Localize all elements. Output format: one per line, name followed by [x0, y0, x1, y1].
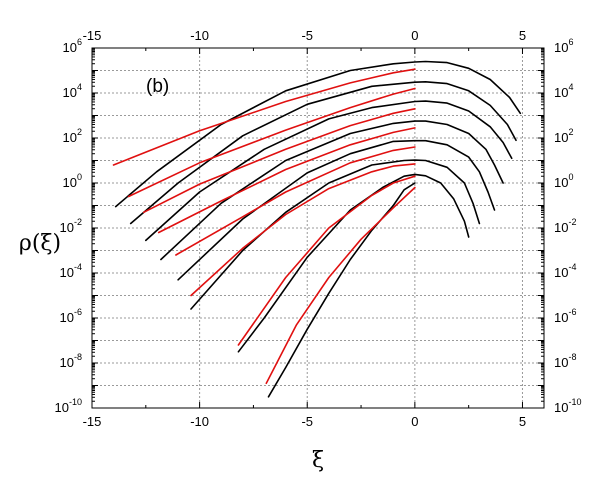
y-tick-label-left: 10-6	[60, 307, 82, 325]
x-tick-label-top: -15	[83, 28, 102, 43]
x-tick-label-top: -5	[301, 28, 313, 43]
x-tick-label: 0	[411, 414, 418, 429]
x-tick-label: -15	[83, 414, 102, 429]
y-tick-label-right: 10-10	[554, 397, 581, 415]
data-curve-0	[114, 60, 522, 208]
series-group	[112, 60, 522, 398]
y-tick-label-left: 10-4	[60, 262, 82, 280]
fit-curve-9	[175, 146, 416, 256]
y-tick-label-left: 106	[63, 37, 82, 55]
fit-curve-3	[127, 87, 416, 198]
x-tick-label: -10	[190, 414, 209, 429]
y-tick-label-right: 10-8	[554, 352, 576, 370]
y-tick-label-right: 10-2	[554, 217, 576, 235]
y-tick-label-left: 10-8	[60, 352, 82, 370]
data-curve-10	[190, 159, 481, 310]
data-curve-6	[160, 120, 504, 261]
y-axis-label: ρ(ξ)	[19, 231, 61, 256]
tick-labels: -15 -15 -10 -10 -5 -5 0 0 5 5 10-10 10-10 10-8 10-8 10…	[55, 28, 582, 429]
y-tick-label-left: 104	[63, 82, 82, 100]
y-tick-label-right: 106	[554, 37, 573, 55]
fit-curve-1	[112, 68, 416, 166]
y-tick-label-right: 10-6	[554, 307, 576, 325]
panel-label: (b)	[146, 76, 169, 97]
x-axis-label: ξ	[312, 448, 324, 473]
data-curve-14	[267, 182, 416, 398]
data-curve-8	[177, 139, 496, 281]
x-tick-label-top: 0	[411, 28, 418, 43]
fit-curve-7	[157, 127, 416, 234]
y-tick-label-left: 10-2	[60, 217, 82, 235]
fit-curve-13	[237, 175, 416, 346]
fit-curve-5	[142, 108, 416, 214]
y-tick-label-left: 10-10	[55, 397, 82, 415]
y-tick-label-left: 102	[63, 127, 82, 145]
x-tick-label: -5	[301, 414, 313, 429]
ticks	[91, 47, 544, 409]
y-tick-label-right: 10-4	[554, 262, 576, 280]
y-tick-label-right: 102	[554, 127, 573, 145]
x-tick-label-top: 5	[519, 28, 526, 43]
fit-curve-15	[265, 186, 416, 385]
y-tick-label-right: 104	[554, 82, 573, 100]
y-tick-label-right: 100	[554, 172, 573, 190]
x-tick-label: 5	[519, 414, 526, 429]
fit-curve-11	[190, 163, 416, 297]
data-curve-12	[237, 173, 470, 353]
data-curve-4	[145, 100, 513, 242]
x-tick-label-top: -10	[190, 28, 209, 43]
data-curve-2	[129, 81, 517, 225]
y-tick-label-left: 100	[63, 172, 82, 190]
